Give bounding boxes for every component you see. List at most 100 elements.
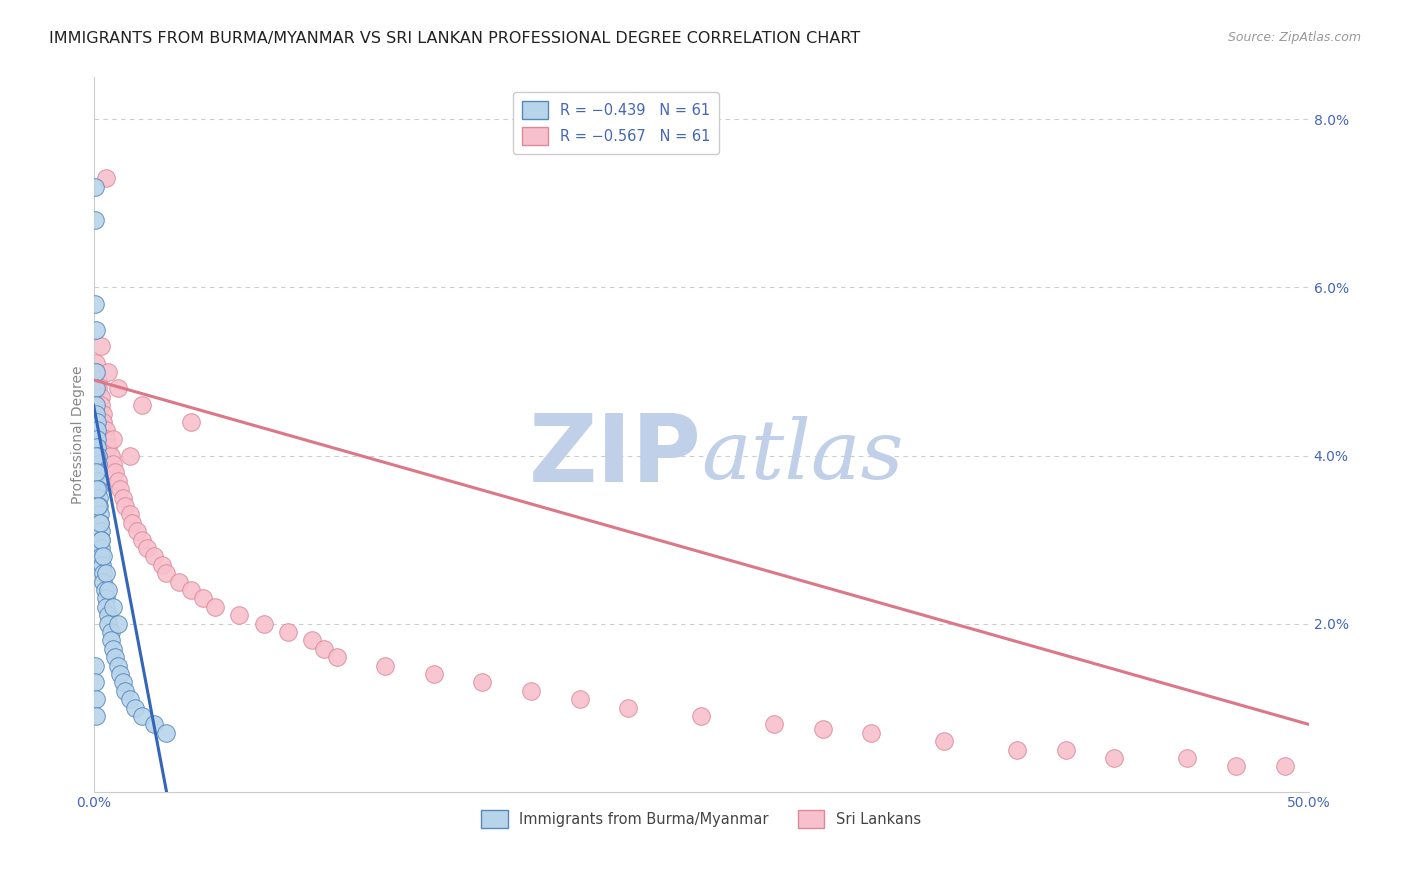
Point <box>101 641 124 656</box>
Text: Source: ZipAtlas.com: Source: ZipAtlas.com <box>1227 31 1361 45</box>
Point <box>104 466 127 480</box>
Point <box>90 533 112 547</box>
Point <box>860 726 883 740</box>
Point <box>101 457 124 471</box>
Point <box>87 499 110 513</box>
Point <box>277 624 299 639</box>
Point <box>104 650 127 665</box>
Point <box>143 717 166 731</box>
Point <box>101 432 124 446</box>
Point <box>84 709 107 723</box>
Point <box>107 658 129 673</box>
Point <box>89 516 111 530</box>
Point <box>90 390 112 404</box>
Point <box>617 700 640 714</box>
Point <box>155 726 177 740</box>
Point <box>934 734 956 748</box>
Point <box>94 566 117 581</box>
Point <box>690 709 713 723</box>
Point <box>111 675 134 690</box>
Point <box>136 541 159 555</box>
Point <box>90 524 112 538</box>
Point <box>97 608 120 623</box>
Point <box>84 322 107 336</box>
Point <box>94 591 117 606</box>
Point <box>91 566 114 581</box>
Point <box>91 407 114 421</box>
Point <box>143 549 166 564</box>
Point <box>90 549 112 564</box>
Point <box>84 213 107 227</box>
Point <box>114 683 136 698</box>
Point <box>253 616 276 631</box>
Point <box>131 533 153 547</box>
Point <box>118 508 141 522</box>
Point <box>150 558 173 572</box>
Point <box>93 582 115 597</box>
Point <box>89 508 111 522</box>
Point <box>86 432 108 446</box>
Point <box>568 692 591 706</box>
Point <box>1225 759 1247 773</box>
Point <box>84 449 107 463</box>
Point <box>471 675 494 690</box>
Point <box>1175 751 1198 765</box>
Point <box>94 171 117 186</box>
Point <box>111 491 134 505</box>
Point <box>86 407 108 421</box>
Text: IMMIGRANTS FROM BURMA/MYANMAR VS SRI LANKAN PROFESSIONAL DEGREE CORRELATION CHAR: IMMIGRANTS FROM BURMA/MYANMAR VS SRI LAN… <box>49 31 860 46</box>
Point <box>87 482 110 496</box>
Point <box>90 533 112 547</box>
Point <box>131 398 153 412</box>
Point <box>87 499 110 513</box>
Point <box>100 633 122 648</box>
Point <box>87 474 110 488</box>
Legend: Immigrants from Burma/Myanmar, Sri Lankans: Immigrants from Burma/Myanmar, Sri Lanka… <box>475 804 927 834</box>
Point <box>167 574 190 589</box>
Point <box>91 558 114 572</box>
Point <box>110 482 132 496</box>
Point <box>374 658 396 673</box>
Point <box>89 516 111 530</box>
Point <box>1054 742 1077 756</box>
Point <box>84 356 107 370</box>
Point <box>107 474 129 488</box>
Point <box>90 339 112 353</box>
Point <box>127 524 149 538</box>
Point <box>101 599 124 614</box>
Point <box>94 423 117 437</box>
Point <box>100 624 122 639</box>
Point <box>83 658 105 673</box>
Point <box>314 641 336 656</box>
Point <box>811 722 834 736</box>
Point <box>87 449 110 463</box>
Point <box>423 667 446 681</box>
Point <box>204 599 226 614</box>
Point <box>84 692 107 706</box>
Point <box>84 364 107 378</box>
Point <box>131 709 153 723</box>
Point <box>114 499 136 513</box>
Point <box>86 415 108 429</box>
Y-axis label: Professional Degree: Professional Degree <box>72 366 86 504</box>
Point <box>97 616 120 631</box>
Point <box>84 466 107 480</box>
Point <box>90 398 112 412</box>
Point <box>1274 759 1296 773</box>
Point <box>100 449 122 463</box>
Point <box>520 683 543 698</box>
Point <box>180 582 202 597</box>
Point <box>97 440 120 454</box>
Point <box>86 440 108 454</box>
Point <box>91 415 114 429</box>
Point <box>124 700 146 714</box>
Point <box>86 482 108 496</box>
Point <box>90 541 112 555</box>
Point <box>1005 742 1028 756</box>
Point <box>87 457 110 471</box>
Point <box>180 415 202 429</box>
Point <box>87 381 110 395</box>
Point <box>107 381 129 395</box>
Point <box>301 633 323 648</box>
Point <box>86 398 108 412</box>
